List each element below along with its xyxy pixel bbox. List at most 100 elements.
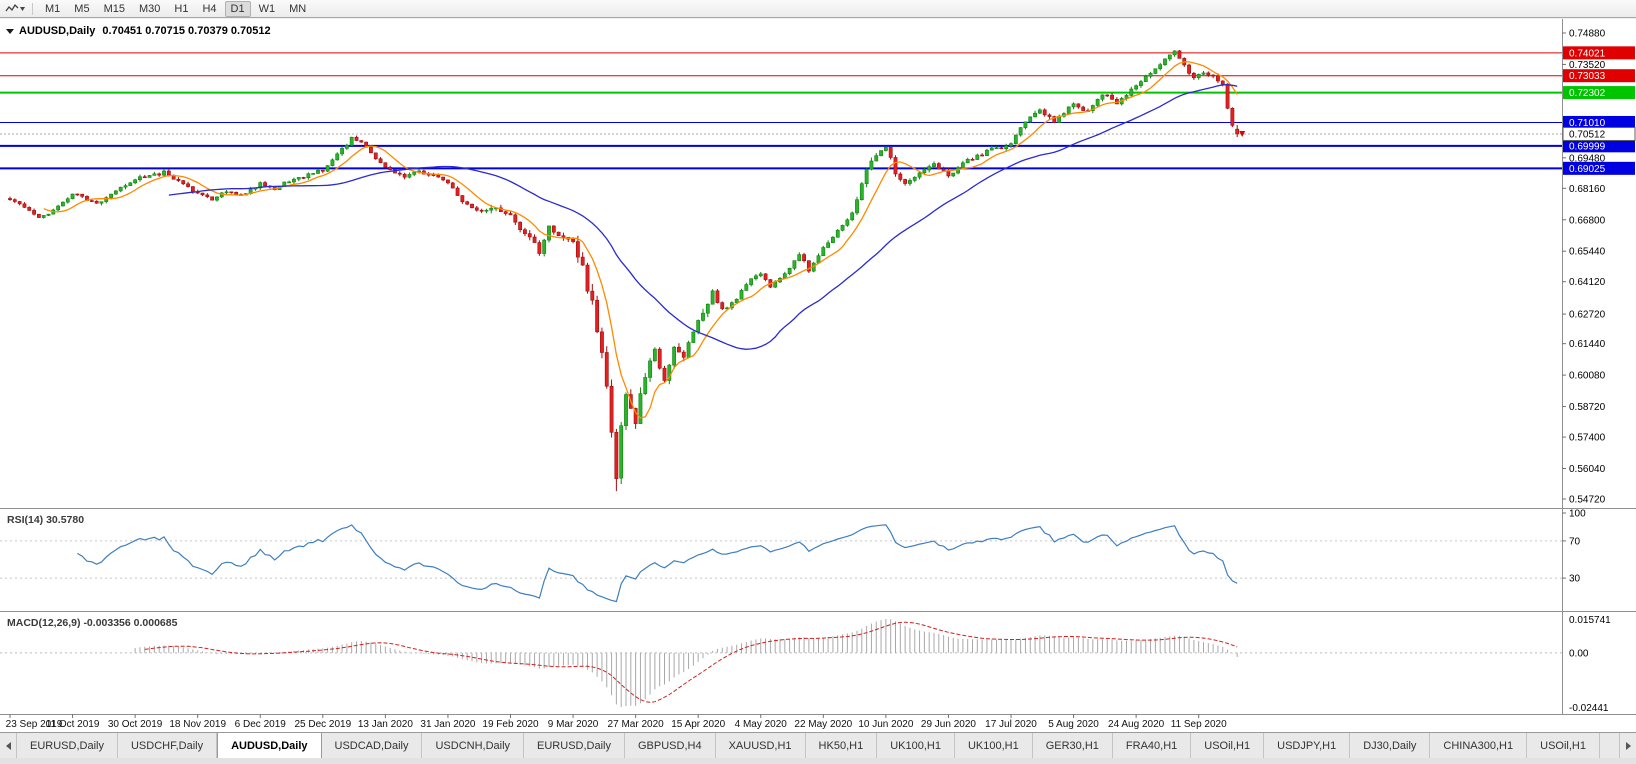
- timeframe-button-w1[interactable]: W1: [253, 1, 282, 17]
- svg-text:-0.02441: -0.02441: [1569, 703, 1609, 714]
- timeframe-button-mn[interactable]: MN: [283, 1, 312, 17]
- scroll-right-icon: [1625, 741, 1631, 750]
- svg-text:0.015741: 0.015741: [1569, 615, 1611, 626]
- svg-text:0.74880: 0.74880: [1569, 29, 1606, 40]
- chart-tabs: EURUSD,Daily USDCHF,Daily AUDUSD,Daily USDC…: [17, 733, 1619, 758]
- svg-text:0.54720: 0.54720: [1569, 495, 1606, 506]
- timeframe-button-h1[interactable]: H1: [168, 1, 194, 17]
- chart-tab-9-uk100-h1[interactable]: UK100,H1: [877, 733, 955, 758]
- svg-text:0.72302: 0.72302: [1569, 88, 1606, 99]
- chart-tab-7-xauusd-h1[interactable]: XAUUSD,H1: [715, 733, 806, 758]
- svg-text:0.73520: 0.73520: [1569, 60, 1606, 71]
- svg-text:0.61440: 0.61440: [1569, 339, 1606, 350]
- svg-text:0.66800: 0.66800: [1569, 215, 1606, 226]
- svg-text:15 Apr 2020: 15 Apr 2020: [671, 719, 725, 730]
- svg-text:0.71010: 0.71010: [1569, 118, 1606, 129]
- chart-tabs-bar: EURUSD,Daily USDCHF,Daily AUDUSD,Daily USDC…: [0, 732, 1636, 758]
- timeframe-button-m1[interactable]: M1: [39, 1, 66, 17]
- svg-text:0.64120: 0.64120: [1569, 277, 1606, 288]
- chart-tab-1-usdchf-daily[interactable]: USDCHF,Daily: [117, 733, 218, 758]
- timeframe-toolbar: M1 M5 M15 M30 H1 H4 D1 W1 MN: [0, 0, 1636, 18]
- ma-8-line: [43, 61, 1238, 419]
- chart-window: 0.74880 0.73520 0.69480 0.68160 0.66800 0.654…: [0, 19, 1636, 732]
- chart-tab-13-usoil-h1[interactable]: USOil,H1: [1191, 733, 1265, 758]
- svg-text:23 Sep 2019: 23 Sep 2019: [6, 719, 63, 730]
- svg-text:0.68160: 0.68160: [1569, 184, 1606, 195]
- svg-text:0.69480: 0.69480: [1569, 153, 1606, 164]
- svg-text:0.73033: 0.73033: [1569, 71, 1606, 82]
- macd-axis-ticks: 0.015741 0.00 -0.02441: [1569, 615, 1611, 714]
- chart-tab-17-usoil-h1[interactable]: USOil,H1: [1527, 733, 1600, 758]
- price-axis-ticks: 0.74880 0.73520 0.69480 0.68160 0.66800 0.654…: [1562, 29, 1606, 506]
- toolbar-separator: [32, 2, 33, 15]
- timeframe-button-m15[interactable]: M15: [98, 1, 131, 17]
- svg-text:19 Feb 2020: 19 Feb 2020: [482, 719, 539, 730]
- sell-arrow-marker: [1239, 131, 1246, 138]
- chart-tab-10-uk100-h1[interactable]: UK100,H1: [954, 733, 1033, 758]
- macd-histogram: [134, 619, 1238, 707]
- chart-tab-8-hk50-h1[interactable]: HK50,H1: [805, 733, 878, 758]
- price-chart-canvas[interactable]: 0.74880 0.73520 0.69480 0.68160 0.66800 0.654…: [0, 19, 1636, 732]
- chart-tab-15-dj30-daily[interactable]: DJ30,Daily: [1350, 733, 1431, 758]
- chart-tab-4-usdcnh-daily[interactable]: USDCNH,Daily: [422, 733, 525, 758]
- timeframe-button-h4[interactable]: H4: [196, 1, 222, 17]
- svg-text:31 Jan 2020: 31 Jan 2020: [420, 719, 475, 730]
- timeframe-button-m5[interactable]: M5: [68, 1, 95, 17]
- svg-text:13 Jan 2020: 13 Jan 2020: [358, 719, 413, 730]
- rsi-line: [77, 524, 1238, 603]
- mini-chart-icon: [5, 3, 25, 12]
- svg-text:70: 70: [1569, 536, 1581, 547]
- svg-text:25 Dec 2019: 25 Dec 2019: [294, 719, 351, 730]
- svg-text:22 May 2020: 22 May 2020: [794, 719, 852, 730]
- svg-text:30 Oct 2019: 30 Oct 2019: [108, 719, 163, 730]
- chart-dropdown-icon[interactable]: [4, 2, 26, 16]
- tabs-scroll-right-button[interactable]: [1619, 733, 1636, 758]
- svg-text:24 Aug 2020: 24 Aug 2020: [1108, 719, 1165, 730]
- svg-text:0.00: 0.00: [1569, 648, 1589, 659]
- svg-text:0.74021: 0.74021: [1569, 48, 1606, 59]
- current-price-label: 0.70512: [1562, 126, 1636, 141]
- svg-text:6 Dec 2019: 6 Dec 2019: [235, 719, 287, 730]
- svg-text:11 Oct 2019: 11 Oct 2019: [46, 719, 100, 730]
- chart-tab-12-fra40-h1[interactable]: FRA40,H1: [1112, 733, 1192, 758]
- svg-text:0.62720: 0.62720: [1569, 310, 1606, 321]
- svg-text:0.57400: 0.57400: [1569, 433, 1606, 444]
- horizontal-level-lines: 0.74021 0.73033 0.72302 0.71010 0.69999 0.690…: [0, 46, 1635, 175]
- svg-text:100: 100: [1569, 509, 1586, 520]
- svg-text:0.69999: 0.69999: [1569, 141, 1606, 152]
- svg-text:30: 30: [1569, 574, 1581, 585]
- svg-text:0.70512: 0.70512: [1569, 129, 1606, 140]
- timeframe-button-m30[interactable]: M30: [133, 1, 166, 17]
- svg-text:17 Jul 2020: 17 Jul 2020: [985, 719, 1037, 730]
- svg-text:5 Aug 2020: 5 Aug 2020: [1048, 719, 1099, 730]
- svg-text:10 Jun 2020: 10 Jun 2020: [858, 719, 913, 730]
- svg-text:4 May 2020: 4 May 2020: [735, 719, 788, 730]
- svg-text:0.56040: 0.56040: [1569, 464, 1606, 475]
- svg-text:0.58720: 0.58720: [1569, 402, 1606, 413]
- svg-text:0.65440: 0.65440: [1569, 247, 1606, 258]
- chart-tab-2-audusd-daily[interactable]: AUDUSD,Daily: [217, 733, 322, 758]
- chart-tab-0-eurusd-daily[interactable]: EURUSD,Daily: [17, 733, 118, 758]
- scroll-left-icon: [5, 741, 11, 750]
- chart-tab-16-china300-h1[interactable]: CHINA300,H1: [1430, 733, 1528, 758]
- svg-text:0.60080: 0.60080: [1569, 371, 1606, 382]
- svg-text:29 Jun 2020: 29 Jun 2020: [921, 719, 976, 730]
- one-click-trading-toggle-icon[interactable]: [6, 28, 14, 34]
- svg-text:18 Nov 2019: 18 Nov 2019: [169, 719, 226, 730]
- macd-signal-line: [144, 621, 1238, 703]
- svg-text:11 Sep 2020: 11 Sep 2020: [1171, 719, 1227, 730]
- status-strip: [0, 758, 1636, 764]
- chart-tab-11-ger30-h1[interactable]: GER30,H1: [1032, 733, 1113, 758]
- svg-text:0.69025: 0.69025: [1569, 164, 1606, 175]
- timeframe-button-d1[interactable]: D1: [224, 0, 251, 17]
- svg-text:27 Mar 2020: 27 Mar 2020: [608, 719, 665, 730]
- chart-tab-5-eurusd-daily[interactable]: EURUSD,Daily: [524, 733, 625, 758]
- ma-34-line: [168, 84, 1238, 350]
- chart-tab-3-usdcad-daily[interactable]: USDCAD,Daily: [321, 733, 423, 758]
- svg-text:9 Mar 2020: 9 Mar 2020: [548, 719, 599, 730]
- tabs-scroll-left-button[interactable]: [0, 733, 17, 758]
- chart-tab-6-gbpusd-h4[interactable]: GBPUSD,H4: [625, 733, 716, 758]
- chart-tab-14-usdjpy-h1[interactable]: USDJPY,H1: [1264, 733, 1351, 758]
